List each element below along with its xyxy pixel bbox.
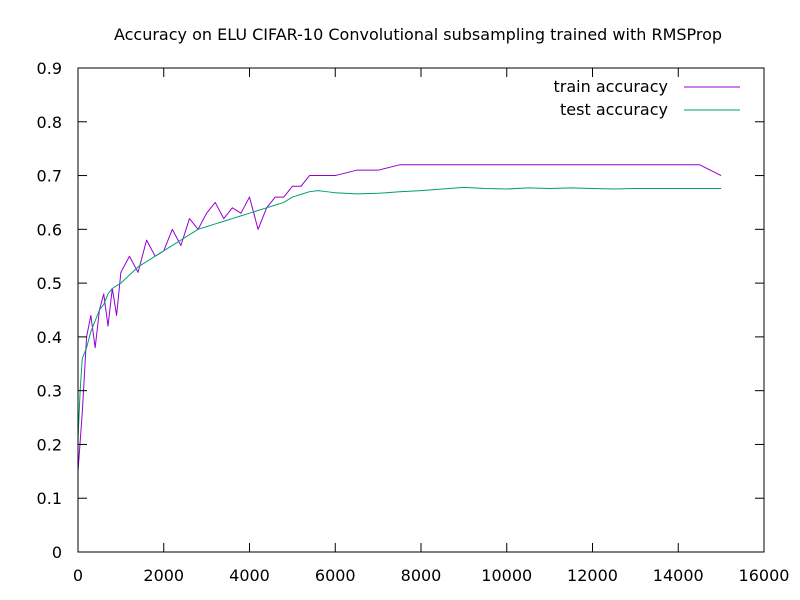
train-accuracy-line: [77, 164, 722, 472]
y-tick-label: 0.2: [37, 435, 62, 454]
y-tick-label: 0.7: [37, 167, 62, 186]
y-tick-label: 0: [52, 543, 62, 562]
y-tick-label: 0.1: [37, 489, 62, 508]
x-tick-label: 2000: [143, 566, 184, 585]
y-tick-label: 0.3: [37, 382, 62, 401]
y-tick-label: 0.6: [37, 220, 62, 239]
y-tick-label: 0.9: [37, 59, 62, 78]
legend-label-train: train accuracy: [553, 77, 668, 96]
chart-title: Accuracy on ELU CIFAR-10 Convolutional s…: [114, 25, 722, 44]
x-tick-label: 8000: [401, 566, 442, 585]
legend-label-test: test accuracy: [560, 100, 668, 119]
x-tick-label: 16000: [739, 566, 790, 585]
y-tick-label: 0.5: [37, 274, 62, 293]
x-tick-label: 10000: [481, 566, 532, 585]
test-accuracy-line: [77, 186, 722, 440]
x-tick-label: 6000: [315, 566, 356, 585]
x-tick-label: 4000: [229, 566, 270, 585]
x-tick-label: 0: [73, 566, 83, 585]
ticks-layer: 0 2000 4000 6000 8000 10000 12000 14000 16000 0 0.…: [37, 59, 790, 585]
y-tick-label: 0.8: [37, 113, 62, 132]
x-tick-label: 14000: [653, 566, 704, 585]
x-tick-label: 12000: [567, 566, 618, 585]
plot-frame: [77, 67, 765, 553]
series-layer: [77, 164, 722, 472]
y-tick-label: 0.4: [37, 328, 62, 347]
legend: train accuracy test accuracy: [553, 77, 740, 119]
